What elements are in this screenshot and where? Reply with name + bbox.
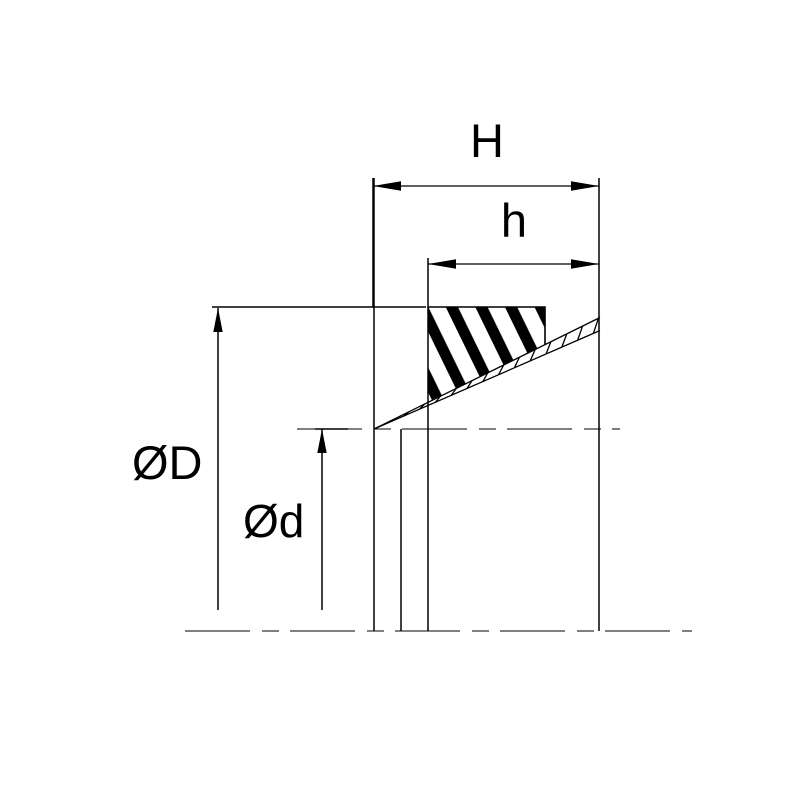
- svg-text:Ød: Ød: [243, 495, 304, 547]
- svg-text:ØD: ØD: [132, 436, 203, 489]
- svg-text:h: h: [501, 194, 527, 247]
- svg-text:H: H: [470, 114, 504, 167]
